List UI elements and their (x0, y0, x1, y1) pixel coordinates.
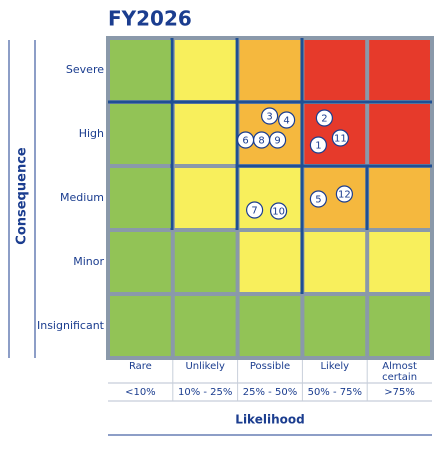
row-label: Medium (60, 191, 104, 204)
x-axis-label: Likelihood (235, 413, 304, 427)
column-range: 50% - 75% (307, 387, 362, 398)
cell (239, 232, 301, 292)
column-label: Unlikely (185, 361, 225, 372)
y-axis-label: Consequence (15, 147, 30, 245)
column-range: 10% - 25% (177, 387, 233, 398)
cell (304, 296, 366, 356)
column-range: 25% - 50% (242, 387, 298, 398)
risk-marker (278, 111, 296, 129)
column-label: Rare (128, 361, 152, 372)
risk-marker (331, 129, 349, 147)
column-label: Almost certain (382, 361, 418, 383)
risk-marker (309, 136, 327, 154)
risk-marker (261, 107, 279, 125)
cell (369, 104, 430, 164)
risk-label: 1 (315, 141, 321, 152)
cell (369, 168, 430, 228)
risk-label: 5 (315, 195, 321, 206)
cell (304, 40, 366, 100)
risk-marker (309, 190, 327, 208)
cell (174, 40, 236, 100)
row-label: Insignificant (37, 319, 105, 332)
cell (110, 168, 171, 228)
cell (174, 104, 236, 164)
risk-label: 7 (251, 206, 257, 217)
risk-marker (270, 202, 288, 220)
row-label: Severe (66, 63, 104, 76)
cell (369, 296, 430, 356)
cell (369, 40, 430, 100)
column-range: >75% (384, 387, 415, 398)
row-label: High (79, 127, 104, 140)
cell (110, 104, 171, 164)
cell (239, 296, 301, 356)
risk-label: 10 (272, 207, 285, 218)
column-range: <10% (125, 387, 156, 398)
cell (369, 232, 430, 292)
risk-marker (269, 131, 287, 149)
cell (110, 296, 171, 356)
risk-marker (315, 109, 333, 127)
risk-label: 9 (274, 136, 280, 147)
column-label: Likely (320, 361, 350, 372)
risk-label: 4 (283, 116, 289, 127)
risk-marker (335, 185, 353, 203)
cell (174, 232, 236, 292)
cell (304, 232, 366, 292)
risk-label: 12 (338, 190, 351, 201)
risk-label: 8 (258, 136, 264, 147)
cell (174, 296, 236, 356)
risk-marker (246, 201, 264, 219)
risk-label: 6 (242, 136, 248, 147)
cell (239, 168, 301, 228)
row-label: Minor (73, 255, 104, 268)
cell (239, 40, 301, 100)
cell (110, 232, 171, 292)
risk-label: 3 (266, 112, 272, 123)
risk-label: 2 (321, 114, 327, 125)
title: FY2026 (108, 7, 192, 31)
cell (174, 168, 236, 228)
cell (110, 40, 171, 100)
column-label: Possible (249, 361, 291, 372)
risk-label: 11 (334, 134, 347, 145)
